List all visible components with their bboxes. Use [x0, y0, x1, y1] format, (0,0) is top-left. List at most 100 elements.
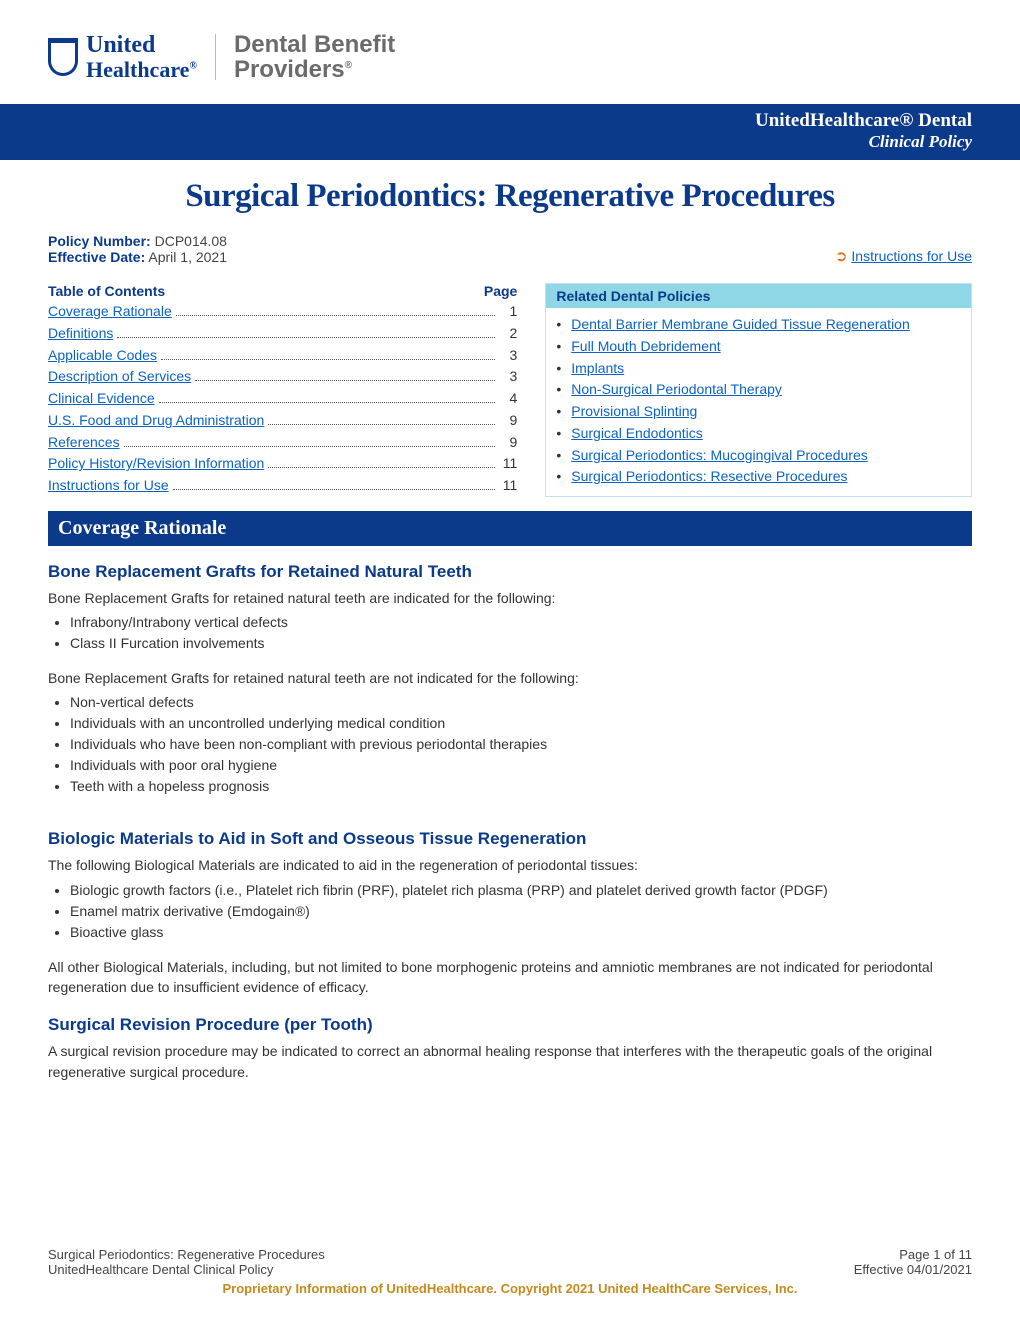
instructions-for-use-link[interactable]: Instructions for Use [851, 248, 972, 264]
toc-dots [159, 402, 496, 403]
toc-row: References9 [48, 432, 517, 454]
bullet-icon: • [556, 466, 561, 488]
related-policy-item: •Provisional Splinting [556, 401, 961, 423]
policy-number-value: DCP014.08 [151, 233, 227, 249]
footer-left-2: UnitedHealthcare Dental Clinical Policy [48, 1262, 273, 1277]
subsections: Bone Replacement Grafts for Retained Nat… [48, 562, 972, 1094]
subsection-intro: A surgical revision procedure may be ind… [48, 1041, 972, 1082]
list-item: Non-vertical defects [70, 692, 972, 713]
list-item: Enamel matrix derivative (Emdogain®) [70, 901, 972, 922]
page: United Healthcare® Dental Benefit Provid… [0, 0, 1020, 1320]
toc-heading-left: Table of Contents [48, 283, 165, 299]
list-item: Class II Furcation involvements [70, 633, 972, 654]
list-item: Teeth with a hopeless prognosis [70, 776, 972, 797]
arrow-icon: ➲ [835, 248, 848, 265]
title-bar-line1: UnitedHealthcare® Dental [48, 110, 972, 132]
toc-link[interactable]: Instructions for Use [48, 475, 169, 497]
related-policy-item: •Surgical Periodontics: Mucogingival Pro… [556, 445, 961, 467]
related-policy-item: •Non-Surgical Periodontal Therapy [556, 379, 961, 401]
logo-dental-benefit-providers: Dental Benefit Providers® [234, 32, 395, 82]
bullet-list: Non-vertical defectsIndividuals with an … [48, 692, 972, 797]
spacer [48, 997, 972, 1009]
toc-dots [173, 489, 496, 490]
list-item: Bioactive glass [70, 922, 972, 943]
related-policy-link[interactable]: Surgical Periodontics: Mucogingival Proc… [571, 445, 867, 467]
toc-row: Description of Services 3 [48, 366, 517, 388]
bullet-icon: • [556, 336, 561, 358]
related-policy-link[interactable]: Surgical Endodontics [571, 423, 703, 445]
toc-page-number: 11 [499, 475, 517, 497]
related-policy-item: • Full Mouth Debridement [556, 336, 961, 358]
toc-link[interactable]: Coverage Rationale [48, 301, 172, 323]
meta-row: Policy Number: DCP014.08 Effective Date:… [48, 233, 972, 265]
logo-row: United Healthcare® Dental Benefit Provid… [48, 32, 972, 82]
footer-right-2: Effective 04/01/2021 [854, 1262, 972, 1277]
related-policy-link[interactable]: Non-Surgical Periodontal Therapy [571, 379, 782, 401]
toc-dots [176, 315, 496, 316]
logo-secondary-line1: Dental Benefit [234, 32, 395, 57]
toc-dots [161, 359, 495, 360]
related-policy-link[interactable]: Implants [571, 358, 624, 380]
toc-dots [268, 424, 495, 425]
toc-page-number: 3 [499, 345, 517, 367]
related-policy-link[interactable]: Surgical Periodontics: Resective Procedu… [571, 466, 847, 488]
table-of-contents: Table of Contents Page Coverage Rational… [48, 283, 517, 496]
related-policy-item: • Dental Barrier Membrane Guided Tissue R… [556, 314, 961, 336]
toc-link[interactable]: Policy History/Revision Information [48, 453, 264, 475]
toc-page-number: 11 [499, 453, 517, 475]
toc-dots [124, 446, 496, 447]
list-item: Individuals who have been non-compliant … [70, 734, 972, 755]
toc-link[interactable]: Clinical Evidence [48, 388, 155, 410]
list-item: Individuals with poor oral hygiene [70, 755, 972, 776]
policy-number-label: Policy Number: [48, 233, 151, 249]
meta-right: ➲Instructions for Use [835, 247, 972, 265]
toc-page-number: 9 [499, 410, 517, 432]
registered-mark: ® [345, 60, 352, 71]
title-bar-line2: Clinical Policy [48, 132, 972, 152]
related-policies-header: Related Dental Policies [546, 284, 971, 308]
toc-page-number: 2 [499, 323, 517, 345]
logo-primary-line2: Healthcare [86, 57, 189, 82]
toc-row: Coverage Rationale 1 [48, 301, 517, 323]
toc-row: Applicable Codes 3 [48, 345, 517, 367]
bullet-list: Infrabony/Intrabony vertical defectsClas… [48, 612, 972, 654]
toc-link[interactable]: Definitions [48, 323, 113, 345]
related-policies-box: Related Dental Policies • Dental Barrier … [545, 283, 972, 497]
effective-date-label: Effective Date: [48, 249, 145, 265]
toc-page-number: 4 [499, 388, 517, 410]
related-policy-link[interactable]: Dental Barrier Membrane Guided Tissue Re… [571, 314, 910, 336]
bullet-icon: • [556, 358, 561, 380]
toc-row: U.S. Food and Drug Administration 9 [48, 410, 517, 432]
toc-and-related-row: Table of Contents Page Coverage Rational… [48, 283, 972, 497]
toc-row: Instructions for Use 11 [48, 475, 517, 497]
related-policy-link[interactable]: Full Mouth Debridement [571, 336, 720, 358]
footer-left-1: Surgical Periodontics: Regenerative Proc… [48, 1247, 325, 1262]
related-policy-item: •Surgical Endodontics [556, 423, 961, 445]
toc-page-number: 1 [499, 301, 517, 323]
subsection-intro: All other Biological Materials, includin… [48, 957, 972, 998]
related-policy-item: • Implants [556, 358, 961, 380]
logo-secondary-line2: Providers [234, 56, 345, 83]
subsection-intro: Bone Replacement Grafts for retained nat… [48, 588, 972, 608]
toc-header: Table of Contents Page [48, 283, 517, 301]
toc-link[interactable]: Applicable Codes [48, 345, 157, 367]
spacer [48, 811, 972, 823]
toc-link[interactable]: References [48, 432, 120, 454]
subsection-heading: Surgical Revision Procedure (per Tooth) [48, 1015, 972, 1035]
effective-date-value: April 1, 2021 [145, 249, 227, 265]
bullet-icon: • [556, 314, 561, 336]
document-title: Surgical Periodontics: Regenerative Proc… [48, 178, 972, 215]
subsection-heading: Biologic Materials to Aid in Soft and Os… [48, 829, 972, 849]
footer: Surgical Periodontics: Regenerative Proc… [48, 1247, 972, 1296]
spacer [48, 1082, 972, 1094]
toc-dots [195, 380, 495, 381]
toc-page-number: 3 [499, 366, 517, 388]
bullet-list: Biologic growth factors (i.e., Platelet … [48, 880, 972, 943]
toc-link[interactable]: U.S. Food and Drug Administration [48, 410, 264, 432]
logo-unitedhealthcare: United Healthcare® [48, 33, 197, 81]
toc-link[interactable]: Description of Services [48, 366, 191, 388]
related-policy-link[interactable]: Provisional Splinting [571, 401, 697, 423]
title-bar: UnitedHealthcare® Dental Clinical Policy [0, 104, 1020, 160]
list-item: Individuals with an uncontrolled underly… [70, 713, 972, 734]
toc-heading-right: Page [484, 283, 517, 299]
